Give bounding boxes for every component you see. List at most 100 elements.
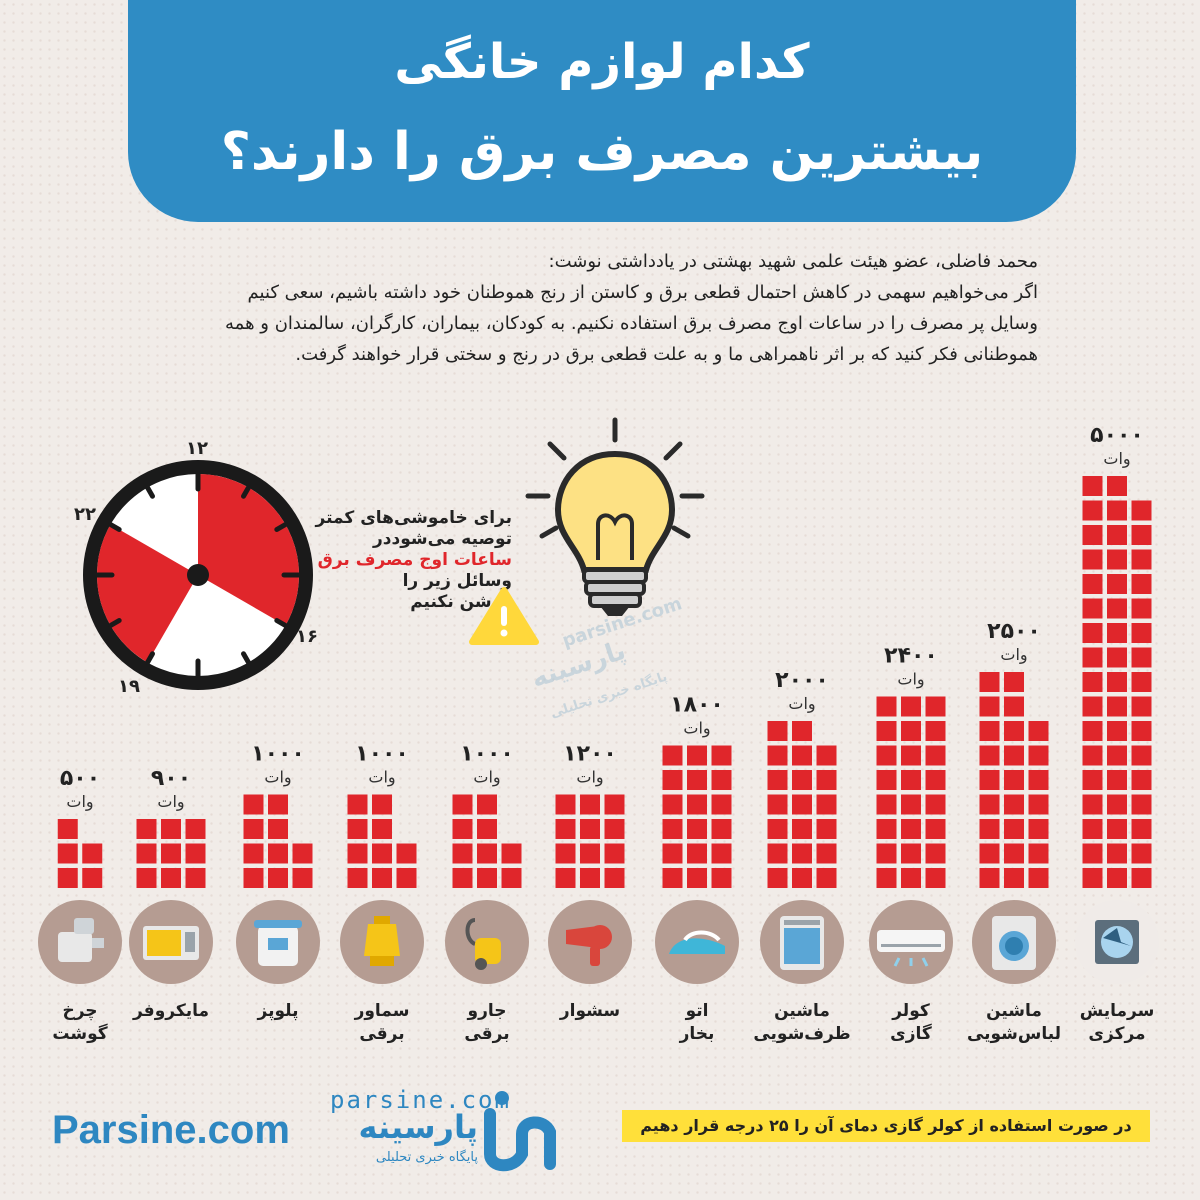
clock-ticks: [94, 471, 302, 679]
bar-unit: [555, 794, 576, 815]
bar-unit-label: وات: [157, 792, 184, 812]
bar-unit: [185, 868, 206, 888]
bar-unit: [1131, 696, 1152, 717]
bar-unit-label: وات: [897, 670, 924, 690]
bar-unit: [161, 843, 181, 864]
bar-unit: [1107, 794, 1127, 815]
bar-unit: [662, 745, 683, 766]
category-label-line: مرکزی: [1088, 1024, 1146, 1044]
bar-unit: [925, 868, 946, 888]
bar-unit: [979, 794, 1000, 815]
bar-unit: [501, 843, 522, 864]
bar-unit: [767, 770, 788, 790]
bar-unit: [57, 868, 78, 888]
clock-tick: [108, 618, 122, 628]
intro-line: محمد فاضلی، عضو هیئت علمی شهید بهشتی در …: [548, 251, 1038, 272]
bar-unit: [816, 868, 837, 888]
bar-unit: [292, 843, 313, 864]
bar-unit: [687, 868, 707, 888]
bar-unit: [1082, 598, 1103, 619]
parsine-logo-icon: [484, 1091, 556, 1172]
bar-unit: [662, 843, 683, 864]
bar-unit: [1082, 672, 1103, 692]
bar-unit: [347, 868, 368, 888]
bar-unit: [1107, 647, 1127, 668]
bar-unit-label: وات: [473, 768, 500, 788]
bar-value-label: ۵۰۰: [60, 766, 100, 791]
bar-unit: [925, 819, 946, 839]
bar-unit: [979, 868, 1000, 888]
bar-unit: [477, 868, 497, 888]
bar-unit: [1082, 549, 1103, 570]
bar-unit: [1004, 770, 1024, 790]
brand-url[interactable]: Parsine.com: [52, 1108, 290, 1152]
bar-unit: [901, 770, 921, 790]
bar-unit: [876, 696, 897, 717]
bar-unit: [662, 868, 683, 888]
clock-label-16: ۱۶: [296, 626, 318, 647]
category-label-line: برقی: [359, 1024, 405, 1044]
category-label-line: سرمایش: [1079, 1001, 1155, 1021]
bar-unit: [1028, 794, 1049, 815]
bar-unit: [347, 794, 368, 815]
category-label: سشوار: [530, 1000, 650, 1023]
bar-unit: [767, 868, 788, 888]
bar-unit: [711, 794, 732, 815]
category-label-line: چرخ: [62, 1001, 98, 1021]
bar-value-label: ۲۴۰۰: [884, 644, 938, 669]
bar-unit: [1131, 500, 1152, 521]
bar-unit: [1082, 770, 1103, 790]
bar-unit: [82, 843, 103, 864]
category-label: سماور برقی: [322, 1000, 442, 1046]
bar-unit: [767, 843, 788, 864]
bar-unit: [816, 745, 837, 766]
tip-banner: در صورت استفاده از کولر گازی دمای آن را …: [622, 1110, 1150, 1142]
bar-unit: [1107, 623, 1127, 643]
bar-unit: [268, 868, 288, 888]
central-cooling-icon: [1075, 900, 1159, 984]
bar-unit: [477, 794, 497, 815]
category-label: اتو بخار: [637, 1000, 757, 1046]
bar-unit: [1028, 721, 1049, 741]
bar-value-label: ۵۰۰۰: [1090, 423, 1144, 448]
category-label-line: ماشین: [986, 1001, 1042, 1021]
category-label: جارو برقی: [427, 1000, 547, 1046]
note-line: برای خاموشی‌های کمتر: [315, 508, 513, 528]
bar-unit: [396, 868, 417, 888]
bar-unit: [57, 819, 78, 839]
bar-value-label: ۱۰۰۰: [251, 742, 305, 767]
bar-unit: [1004, 794, 1024, 815]
category-label-line: سماور: [354, 1001, 410, 1021]
bar-unit: [1107, 525, 1127, 545]
bar-unit: [136, 819, 157, 839]
bar-unit-label: وات: [368, 768, 395, 788]
clock-tick: [108, 522, 122, 532]
bar-unit: [1107, 770, 1127, 790]
bar-unit: [185, 819, 206, 839]
bar-value-label: ۹۰۰: [151, 766, 191, 791]
bar-unit: [1004, 672, 1024, 692]
bar-unit: [1082, 647, 1103, 668]
bar-unit: [452, 868, 473, 888]
bar-unit: [243, 868, 264, 888]
bar-unit: [292, 868, 313, 888]
bar-unit: [816, 794, 837, 815]
category-label-line: لباس‌شویی: [966, 1024, 1062, 1044]
bar-unit: [816, 843, 837, 864]
washing-machine-icon: [972, 900, 1056, 984]
bar-value-label: ۱۰۰۰: [355, 742, 409, 767]
bar-unit: [1082, 500, 1103, 521]
bar-unit: [925, 745, 946, 766]
bar-unit: [555, 868, 576, 888]
bar-unit: [580, 794, 600, 815]
bar-unit: [1107, 868, 1127, 888]
bar-unit: [1131, 549, 1152, 570]
bar-unit: [901, 794, 921, 815]
bar-unit-label: وات: [66, 792, 93, 812]
bar-unit: [452, 794, 473, 815]
